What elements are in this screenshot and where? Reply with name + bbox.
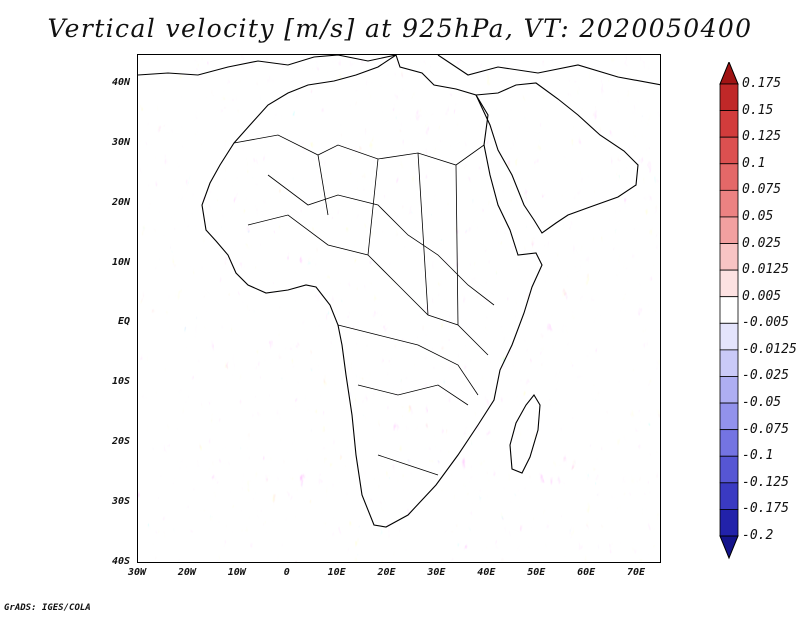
colorbar-tick-label: 0.0125 [742, 262, 789, 278]
velocity-field [138, 55, 660, 562]
colorbar-segment [719, 402, 739, 431]
map-plot-area[interactable] [137, 54, 661, 563]
colorbar-tick-label: -0.05 [742, 395, 782, 411]
lat-tick-label: 40S [111, 556, 130, 567]
colorbar-tick-label: -0.005 [742, 315, 789, 331]
colorbar-tick-label: 0.025 [742, 235, 782, 251]
colorbar-segment [719, 349, 739, 377]
lon-tick-label: 20W [177, 567, 196, 578]
colorbar-tick-label: 0.1 [742, 155, 766, 171]
colorbar-tick-label: -0.1 [742, 448, 774, 464]
lat-tick-label: 30N [111, 136, 130, 148]
colorbar-segment [719, 83, 739, 111]
colorbar-tick-label: 0.075 [742, 182, 782, 198]
lat-tick-label: 30S [111, 496, 130, 508]
colorbar-tick-label: 0.175 [742, 76, 782, 91]
colorbar-segment [719, 509, 739, 537]
colorbar-tick-label: 0.125 [742, 129, 782, 145]
coastlines-and-borders [138, 55, 660, 528]
colorbar-tick-label: -0.175 [742, 501, 789, 517]
colorbar-segment [719, 376, 739, 404]
lon-tick-label: 30E [427, 567, 446, 578]
colorbar-segment [719, 189, 739, 218]
lat-tick-label: 20S [111, 436, 130, 448]
map-title: Vertical velocity [m/s] at 925hPa, VT: 2… [47, 14, 753, 43]
lat-tick-label: 10N [111, 256, 130, 268]
lon-tick-label: 30W [127, 567, 147, 578]
colorbar-tick-label: 0.005 [742, 288, 782, 304]
colorbar-segment [719, 136, 739, 165]
lon-tick-label: 10W [227, 567, 246, 578]
colorbar-tick-label: -0.2 [742, 528, 774, 543]
colorbar-segment [719, 482, 739, 510]
lat-tick-label: 10S [111, 376, 130, 388]
lat-tick-label: EQ [117, 316, 130, 328]
colorbar-segment [719, 163, 739, 191]
colorbar-segment [719, 455, 739, 484]
colorbar-tick-label: -0.125 [742, 474, 789, 490]
grads-credit: GrADS: IGES/COLA [4, 603, 91, 613]
colorbar-segment [719, 269, 739, 298]
lon-tick-label: 70E [627, 567, 646, 578]
lon-tick-label: 20E [377, 567, 396, 578]
lat-tick-label: 40N [111, 76, 130, 88]
arabia-coastline [475, 82, 639, 234]
colorbar-tick-label: -0.075 [742, 421, 789, 437]
colorbar-segment [719, 216, 739, 244]
lat-tick-label: 20N [111, 196, 130, 208]
lon-tick-label: 10E [327, 567, 346, 578]
lon-tick-label: 40E [477, 567, 496, 578]
colorbar-segment [719, 243, 739, 271]
lon-tick-label: 50E [527, 567, 546, 578]
colorbar-max-triangle [719, 62, 739, 85]
colorbar-segment [719, 322, 739, 351]
colorbar-tick-label: -0.0125 [742, 341, 797, 357]
colorbar-segment [719, 429, 739, 457]
colorbar [719, 62, 739, 560]
colorbar-segment [719, 296, 739, 324]
colorbar-segment [719, 110, 739, 138]
colorbar-tick-label: 0.05 [742, 208, 774, 224]
colorbar-min-triangle [719, 535, 739, 560]
madagascar-coastline [509, 394, 541, 474]
europe-coastline [138, 55, 660, 86]
lon-tick-label: 60E [577, 567, 596, 578]
map-canvas [138, 55, 660, 562]
colorbar-tick-label: 0.15 [742, 102, 774, 118]
africa-coastline [201, 55, 543, 528]
internal-borders [233, 134, 495, 476]
lon-tick-label: 0 [283, 567, 290, 578]
colorbar-tick-label: -0.025 [742, 368, 789, 384]
